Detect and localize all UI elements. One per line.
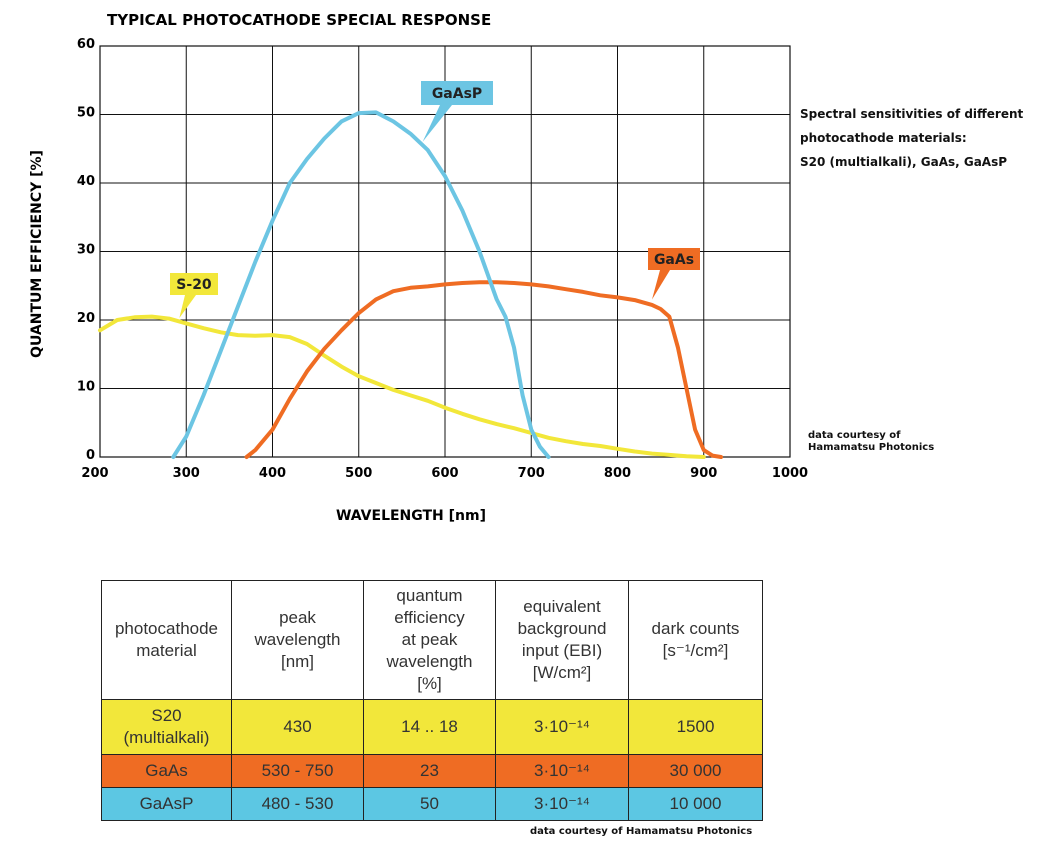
cell-qe-at-peak: 14 .. 18 — [363, 699, 496, 755]
y-tick-label: 40 — [77, 174, 95, 189]
x-tick-label: 700 — [518, 466, 545, 481]
callout-box — [170, 273, 218, 295]
cell-peak-wavelength: 430 — [231, 699, 364, 755]
side-note-line: photocathode materials: — [800, 131, 967, 145]
chart-courtesy: data courtesy of Hamamatsu Photonics — [808, 430, 934, 454]
x-tick-label: 500 — [345, 466, 372, 481]
callout-box — [648, 248, 700, 270]
y-axis-label: QUANTUM EFFICIENCY [%] — [29, 150, 45, 358]
chart-series — [98, 110, 723, 459]
header-qe-at-peak: quantum efficiency at peak wavelength [%] — [363, 580, 496, 700]
side-note-line: S20 (multialkali), GaAs, GaAsP — [800, 155, 1008, 169]
cell-material: GaAsP — [101, 787, 232, 821]
series-line-gaas — [244, 280, 723, 459]
series-line-s-20 — [98, 314, 706, 459]
header-peak-wavelength: peak wavelength [nm] — [231, 580, 364, 700]
x-tick-label: 400 — [259, 466, 286, 481]
callout-label: GaAs — [654, 252, 694, 268]
cell-ebi: 3·10⁻¹⁴ — [495, 787, 629, 821]
y-tick-label: 50 — [77, 106, 95, 121]
callout-label: GaAsP — [432, 86, 482, 102]
x-tick-label: 1000 — [772, 466, 808, 481]
cell-peak-wavelength: 480 - 530 — [231, 787, 364, 821]
cell-peak-wavelength: 530 - 750 — [231, 754, 364, 788]
y-tick-label: 60 — [77, 37, 95, 52]
cell-material: GaAs — [101, 754, 232, 788]
x-tick-label: 900 — [690, 466, 717, 481]
table-row: S20 (multialkali) 430 14 .. 18 3·10⁻¹⁴ 15… — [101, 699, 763, 755]
x-axis-label: WAVELENGTH [nm] — [336, 508, 486, 524]
y-tick-label: 0 — [86, 448, 95, 463]
y-tick-label: 20 — [77, 311, 95, 326]
side-note-line: Spectral sensitivities of different — [800, 107, 1024, 121]
cell-dark-counts: 1500 — [628, 699, 763, 755]
cell-dark-counts: 30 000 — [628, 754, 763, 788]
cell-ebi: 3·10⁻¹⁴ — [495, 754, 629, 788]
table-courtesy: data courtesy of Hamamatsu Photonics — [530, 826, 753, 837]
chart-title: TYPICAL PHOTOCATHODE SPECIAL RESPONSE — [107, 11, 491, 29]
cell-dark-counts: 10 000 — [628, 787, 763, 821]
photocathode-table: photocathode material peak wavelength [nm] … — [101, 580, 763, 821]
x-tick-label: 600 — [431, 466, 458, 481]
cell-qe-at-peak: 50 — [363, 787, 496, 821]
callout-label: S-20 — [176, 277, 212, 293]
callout-pointer — [422, 105, 452, 142]
chart-courtesy-line: Hamamatsu Photonics — [808, 442, 935, 453]
cell-material: S20 (multialkali) — [101, 699, 232, 755]
side-note: Spectral sensitivities of different phot… — [800, 102, 1050, 174]
callout-pointer — [652, 270, 670, 300]
plot-frame — [99, 45, 791, 458]
y-tick-label: 30 — [77, 243, 95, 258]
x-tick-label: 300 — [173, 466, 200, 481]
callout-box — [421, 81, 493, 105]
series-line-gaasp — [171, 110, 551, 459]
x-tick-label: 800 — [604, 466, 631, 481]
chart-annotations: GaAsP GaAs S-20 — [170, 81, 700, 318]
header-dark-counts: dark counts [s⁻¹/cm²] — [628, 580, 763, 700]
spectral-response-chart: TYPICAL PHOTOCATHODE SPECIAL RESPONSE Ga… — [29, 11, 808, 524]
cell-ebi: 3·10⁻¹⁴ — [495, 699, 629, 755]
cell-qe-at-peak: 23 — [363, 754, 496, 788]
callout-pointer — [179, 295, 196, 318]
table-row: GaAsP 480 - 530 50 3·10⁻¹⁴ 10 000 — [101, 787, 763, 821]
table-header-row: photocathode material peak wavelength [nm] … — [101, 580, 763, 700]
chart-courtesy-line: data courtesy of — [808, 430, 901, 441]
y-tick-label: 10 — [77, 380, 95, 395]
x-tick-label: 200 — [81, 466, 108, 481]
header-material: photocathode material — [101, 580, 232, 700]
table-row: GaAs 530 - 750 23 3·10⁻¹⁴ 30 000 — [101, 754, 763, 788]
chart-ticks: 200 300 400 500 600 700 800 900 1000 0 10 20 30 40 50 6… — [77, 37, 808, 481]
header-ebi: equivalent background input (EBI) [W/cm²] — [495, 580, 629, 700]
